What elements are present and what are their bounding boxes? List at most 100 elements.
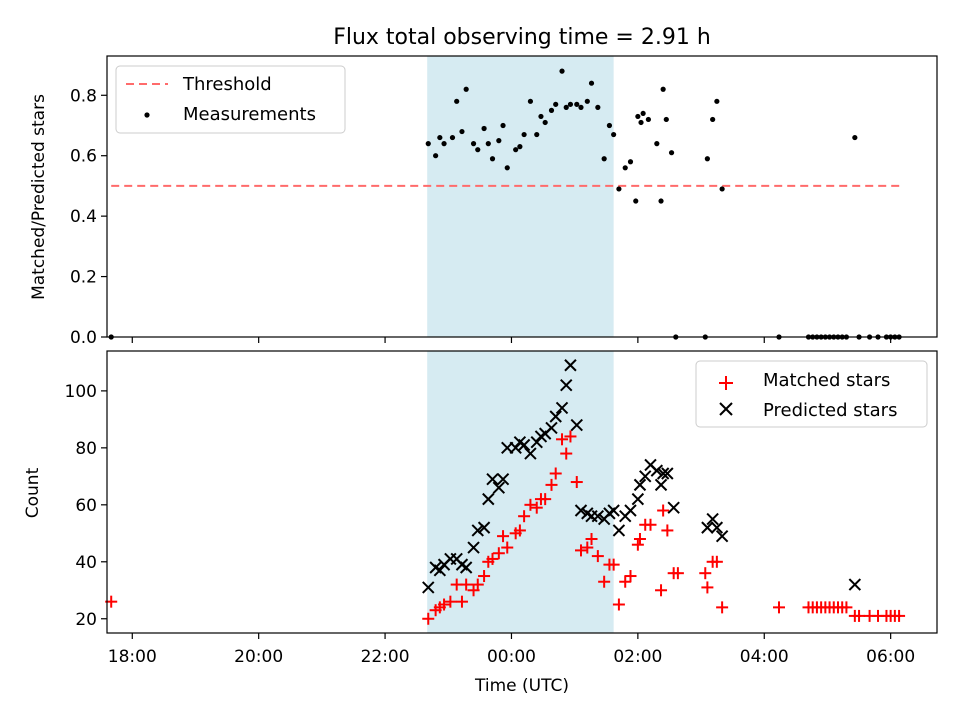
predicted-star-point — [650, 464, 664, 477]
predicted-star-point — [477, 521, 491, 534]
predicted-star-point — [545, 421, 558, 435]
predicted-star-point — [564, 359, 577, 372]
bottom-x-axis-label: Time (UTC) — [474, 676, 569, 696]
measurement-point — [553, 101, 559, 107]
predicted-star-point — [467, 541, 480, 554]
predicted-star-point — [607, 504, 620, 517]
measurement-point — [504, 165, 510, 171]
measurement-point — [527, 98, 534, 104]
matched-star-point — [574, 544, 587, 557]
measurement-point — [584, 98, 590, 104]
matched-star-point — [478, 570, 491, 583]
measurement-point — [517, 144, 523, 150]
bottom-x-tick-label: 02:00 — [613, 647, 662, 667]
measurement-point — [475, 147, 481, 153]
bottom-y-axis-label: Count — [23, 467, 43, 518]
matched-star-point — [564, 430, 577, 443]
matched-star-point — [585, 533, 598, 545]
measurement-point — [627, 159, 634, 165]
measurement-point — [485, 141, 491, 147]
matched-star-point — [530, 501, 543, 514]
bottom-y-tick-label: 80 — [75, 439, 97, 459]
predicted-star-point — [496, 472, 510, 486]
matched-star-point — [701, 581, 714, 594]
matched-star-point — [422, 612, 435, 625]
matched-star-point — [716, 601, 729, 614]
legend-predicted-label: Predicted stars — [763, 400, 897, 421]
predicted-star-point — [486, 472, 499, 486]
measurement-point — [710, 116, 716, 123]
predicted-star-point — [667, 501, 680, 514]
predicted-star-point — [524, 447, 537, 460]
top-y-tick-label: 0.2 — [70, 268, 97, 288]
measurement-point — [459, 128, 465, 135]
bottom-x-tick-label: 00:00 — [487, 647, 536, 667]
measurement-point — [489, 156, 496, 162]
matched-star-point — [539, 493, 552, 506]
matched-star-point — [661, 524, 674, 537]
bottom-legend: Matched stars Predicted stars — [695, 360, 928, 428]
measurement-point — [441, 141, 447, 147]
bottom-y-tick-label: 40 — [75, 553, 97, 573]
measurement-point — [638, 119, 644, 126]
top-shaded-interval — [427, 56, 614, 337]
matched-star-point — [460, 578, 473, 591]
matched-star-point — [497, 530, 510, 543]
predicted-star-point — [639, 470, 652, 483]
matched-star-point — [655, 584, 668, 597]
measurement-point — [658, 198, 664, 204]
bottom-panel: 20 40 60 80 100 18:00 20:00 22:00 00:00 02:00 04:… — [23, 350, 938, 696]
legend-matched-swatch — [719, 376, 733, 390]
matched-star-point — [612, 598, 625, 611]
bottom-x-tick-label: 22:00 — [361, 647, 410, 667]
predicted-star-point — [570, 418, 583, 432]
predicted-star-point — [715, 529, 729, 543]
bottom-y-tick-label: 60 — [75, 496, 97, 516]
top-y-tick-label: 0.4 — [70, 207, 97, 227]
measurement-point — [704, 156, 710, 162]
measurement-point — [588, 80, 595, 86]
measurement-point — [852, 134, 858, 141]
measurement-point — [640, 110, 646, 117]
bottom-y-tick-label: 100 — [65, 382, 97, 402]
legend-threshold-label: Threshold — [182, 74, 272, 95]
measurement-point — [660, 86, 666, 92]
top-y-axis-label: Matched/Predicted stars — [29, 94, 49, 300]
matched-star-point — [657, 504, 670, 517]
measurement-point — [633, 198, 639, 204]
predicted-star-point — [482, 492, 495, 506]
measurement-point — [622, 165, 628, 171]
legend-predicted-swatch — [719, 402, 733, 416]
top-y-tick-label: 0.6 — [70, 147, 97, 167]
top-y-tick-label: 0.8 — [70, 86, 97, 106]
matched-star-point — [591, 550, 604, 563]
measurement-point — [563, 104, 569, 110]
measurement-point — [601, 156, 607, 162]
predicted-star-point — [459, 561, 473, 574]
predicted-star-point — [654, 478, 668, 492]
matched-star-point — [492, 547, 505, 560]
predicted-star-point — [612, 524, 626, 537]
measurement-point — [616, 186, 622, 192]
predicted-star-point — [509, 441, 522, 455]
measurement-point — [463, 86, 469, 92]
matched-star-point — [619, 575, 632, 588]
bottom-x-tick-label: 04:00 — [740, 647, 789, 667]
matched-star-point — [438, 598, 451, 611]
bottom-shaded-interval — [427, 351, 614, 633]
matched-star-point — [644, 518, 657, 531]
measurement-point — [500, 122, 506, 129]
predicted-star-point — [706, 512, 719, 526]
legend-matched-label: Matched stars — [763, 370, 890, 391]
measurement-point — [481, 125, 487, 132]
matched-star-point — [671, 567, 684, 580]
bottom-x-tick-label: 18:00 — [108, 647, 157, 667]
bottom-axes-frame — [106, 350, 938, 634]
bottom-y-tick-label: 20 — [75, 610, 97, 630]
predicted-star-point — [710, 521, 724, 534]
measurement-point — [714, 98, 720, 104]
measurement-point — [654, 141, 660, 147]
measurement-point — [425, 141, 431, 147]
measurement-point — [449, 134, 456, 141]
matched-star-point — [840, 601, 853, 614]
